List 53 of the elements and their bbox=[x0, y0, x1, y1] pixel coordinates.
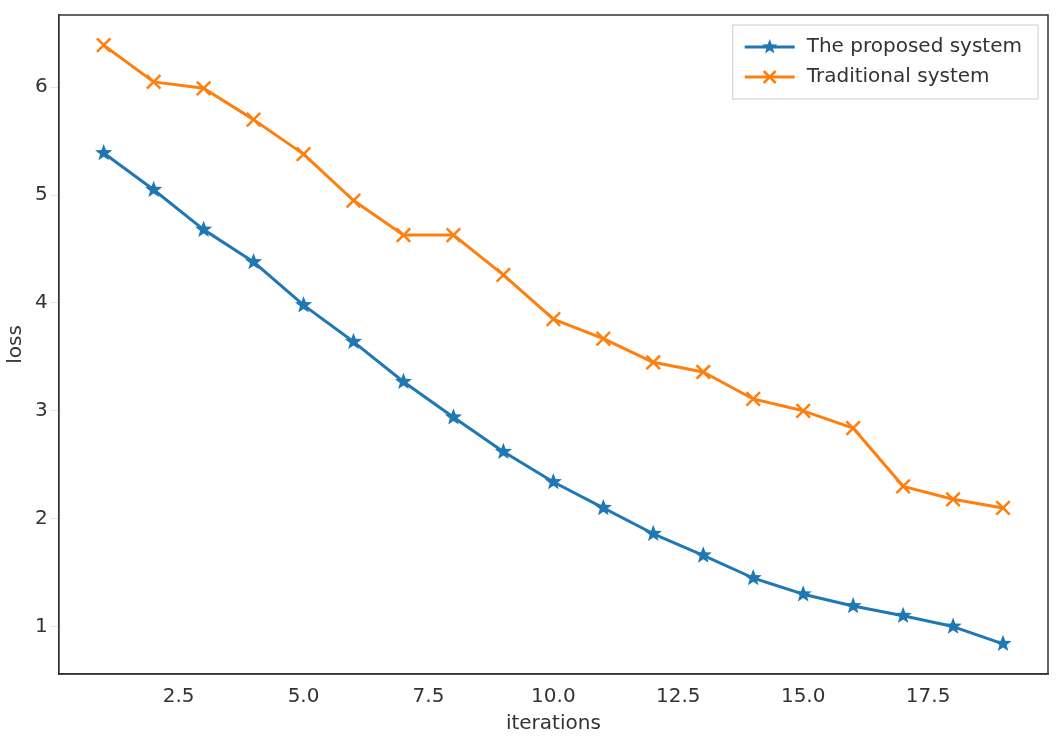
x-tick-label: 5.0 bbox=[287, 683, 320, 708]
point bbox=[95, 37, 112, 54]
point bbox=[395, 227, 412, 244]
point bbox=[545, 311, 562, 328]
y-tick-label: 1 bbox=[34, 612, 48, 637]
legend-label: Traditional system bbox=[805, 63, 990, 88]
point bbox=[995, 499, 1012, 516]
point bbox=[945, 491, 962, 508]
point bbox=[245, 111, 262, 128]
point bbox=[694, 546, 712, 563]
x-tick-label: 17.5 bbox=[905, 683, 951, 708]
point bbox=[444, 408, 462, 425]
x-tick-label: 12.5 bbox=[656, 683, 701, 708]
x-tick-label: 7.5 bbox=[412, 683, 445, 708]
x-tick-label: 10.0 bbox=[531, 683, 576, 708]
x-tick-label: 15.0 bbox=[780, 683, 826, 708]
point bbox=[795, 402, 812, 419]
point bbox=[595, 330, 612, 347]
point bbox=[745, 390, 762, 407]
point bbox=[594, 498, 612, 516]
point bbox=[695, 364, 712, 380]
point bbox=[495, 266, 512, 283]
x-axis-title: iterations bbox=[505, 710, 601, 735]
y-tick-label: 3 bbox=[34, 397, 48, 422]
point bbox=[494, 442, 512, 460]
point bbox=[245, 252, 263, 270]
point bbox=[845, 420, 862, 437]
point bbox=[445, 227, 462, 244]
point bbox=[145, 180, 163, 198]
y-tick-label: 2 bbox=[34, 504, 48, 529]
point bbox=[895, 478, 912, 495]
point bbox=[644, 524, 662, 542]
point bbox=[195, 80, 212, 97]
point bbox=[944, 617, 962, 634]
point bbox=[345, 192, 362, 209]
point bbox=[294, 296, 313, 313]
point bbox=[544, 473, 562, 490]
y-axis-title: loss bbox=[2, 325, 27, 364]
point bbox=[894, 606, 912, 624]
x-tick-label: 2.5 bbox=[162, 683, 195, 708]
point bbox=[645, 354, 662, 371]
point bbox=[195, 220, 213, 237]
point bbox=[95, 144, 113, 161]
point bbox=[794, 585, 812, 602]
point bbox=[145, 73, 162, 90]
point bbox=[744, 569, 762, 586]
point bbox=[394, 372, 413, 389]
point bbox=[295, 146, 312, 163]
point bbox=[344, 332, 363, 350]
y-tick-label: 6 bbox=[34, 73, 48, 98]
legend-label: The proposed system bbox=[805, 33, 1023, 58]
y-tick-label: 5 bbox=[34, 181, 48, 206]
y-tick-label: 4 bbox=[34, 289, 48, 314]
